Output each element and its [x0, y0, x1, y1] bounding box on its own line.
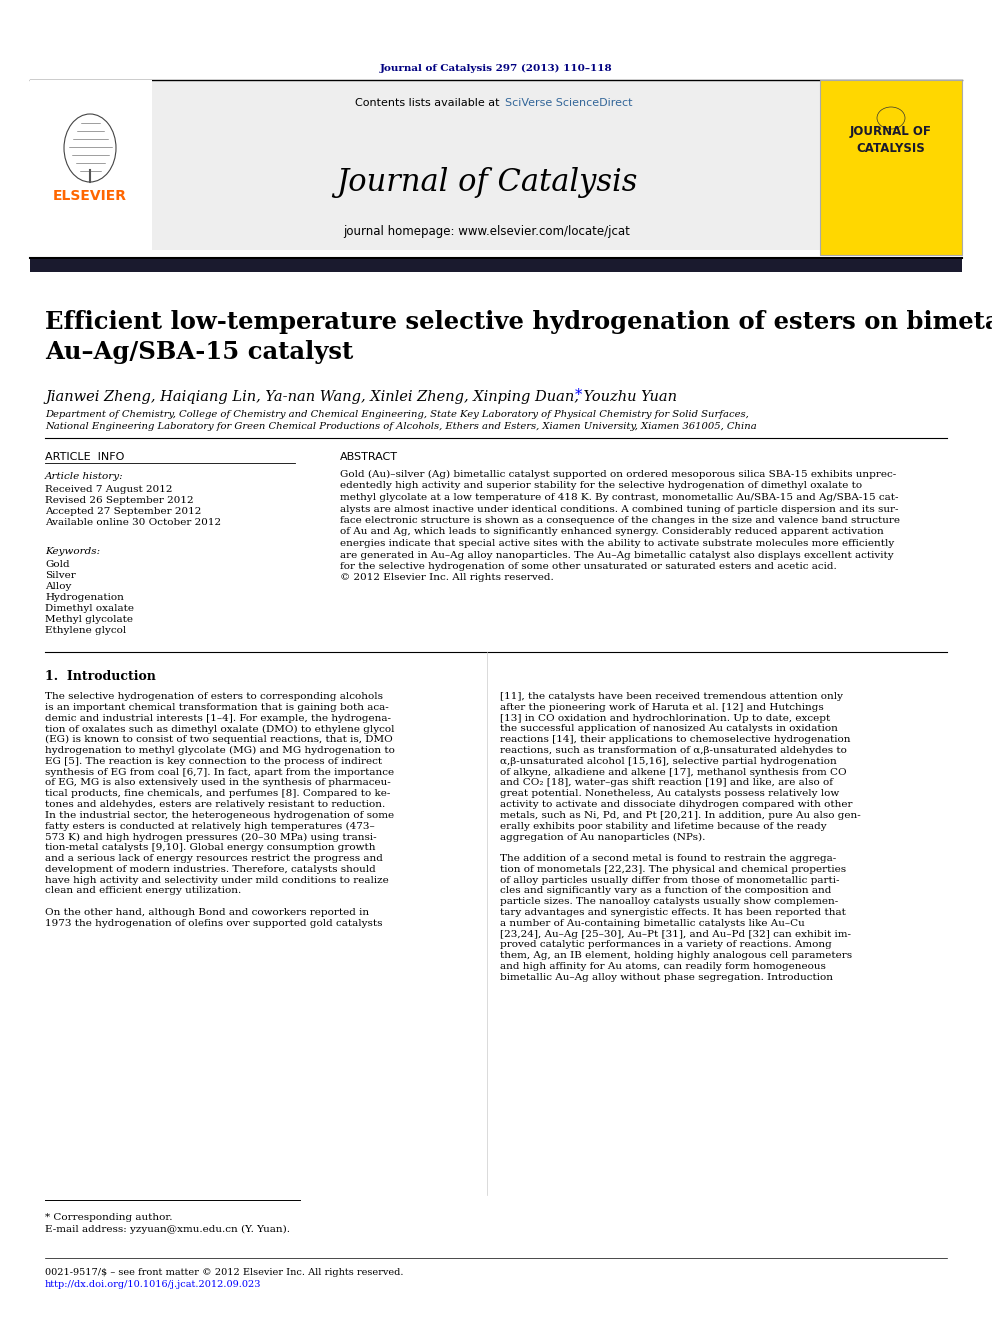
Text: 573 K) and high hydrogen pressures (20–30 MPa) using transi-: 573 K) and high hydrogen pressures (20–3…: [45, 832, 377, 841]
Text: Accepted 27 September 2012: Accepted 27 September 2012: [45, 507, 201, 516]
Text: ELSEVIER: ELSEVIER: [53, 189, 127, 202]
Text: of alkyne, alkadiene and alkene [17], methanol synthesis from CO: of alkyne, alkadiene and alkene [17], me…: [500, 767, 846, 777]
Text: Contents lists available at: Contents lists available at: [355, 98, 503, 108]
Text: Hydrogenation: Hydrogenation: [45, 593, 124, 602]
Text: The addition of a second metal is found to restrain the aggrega-: The addition of a second metal is found …: [500, 855, 836, 863]
Bar: [152, 79, 820, 250]
Text: development of modern industries. Therefore, catalysts should: development of modern industries. Theref…: [45, 865, 376, 873]
Text: and high affinity for Au atoms, can readily form homogeneous: and high affinity for Au atoms, can read…: [500, 962, 826, 971]
Text: particle sizes. The nanoalloy catalysts usually show complemen-: particle sizes. The nanoalloy catalysts …: [500, 897, 838, 906]
Text: the successful application of nanosized Au catalysts in oxidation: the successful application of nanosized …: [500, 725, 838, 733]
Text: proved catalytic performances in a variety of reactions. Among: proved catalytic performances in a varie…: [500, 941, 831, 950]
Text: α,β-unsaturated alcohol [15,16], selective partial hydrogenation: α,β-unsaturated alcohol [15,16], selecti…: [500, 757, 836, 766]
Text: synthesis of EG from coal [6,7]. In fact, apart from the importance: synthesis of EG from coal [6,7]. In fact…: [45, 767, 394, 777]
Text: Gold: Gold: [45, 560, 69, 569]
Text: Article history:: Article history:: [45, 472, 124, 482]
Text: Silver: Silver: [45, 572, 75, 579]
Text: [23,24], Au–Ag [25–30], Au–Pt [31], and Au–Pd [32] can exhibit im-: [23,24], Au–Ag [25–30], Au–Pt [31], and …: [500, 930, 851, 938]
Text: bimetallic Au–Ag alloy without phase segregation. Introduction: bimetallic Au–Ag alloy without phase seg…: [500, 972, 833, 982]
Text: (EG) is known to consist of two sequential reactions, that is, DMO: (EG) is known to consist of two sequenti…: [45, 736, 393, 745]
Text: metals, such as Ni, Pd, and Pt [20,21]. In addition, pure Au also gen-: metals, such as Ni, Pd, and Pt [20,21]. …: [500, 811, 861, 820]
Text: E-mail address: yzyuan@xmu.edu.cn (Y. Yuan).: E-mail address: yzyuan@xmu.edu.cn (Y. Yu…: [45, 1225, 290, 1234]
Text: Department of Chemistry, College of Chemistry and Chemical Engineering, State Ke: Department of Chemistry, College of Chem…: [45, 410, 749, 419]
Text: 0021-9517/$ – see front matter © 2012 Elsevier Inc. All rights reserved.: 0021-9517/$ – see front matter © 2012 El…: [45, 1267, 404, 1277]
Text: tones and aldehydes, esters are relatively resistant to reduction.: tones and aldehydes, esters are relative…: [45, 800, 385, 808]
Text: tical products, fine chemicals, and perfumes [8]. Compared to ke-: tical products, fine chemicals, and perf…: [45, 790, 391, 798]
Bar: [820, 79, 962, 255]
Text: Journal of Catalysis: Journal of Catalysis: [336, 167, 638, 197]
Text: ABSTRACT: ABSTRACT: [340, 452, 398, 462]
Text: Jianwei Zheng, Haiqiang Lin, Ya-nan Wang, Xinlei Zheng, Xinping Duan, Youzhu Yua: Jianwei Zheng, Haiqiang Lin, Ya-nan Wang…: [45, 390, 677, 404]
Text: have high activity and selectivity under mild conditions to realize: have high activity and selectivity under…: [45, 876, 389, 885]
Text: cles and significantly vary as a function of the composition and: cles and significantly vary as a functio…: [500, 886, 831, 896]
Bar: [30, 79, 152, 250]
Text: are generated in Au–Ag alloy nanoparticles. The Au–Ag bimetallic catalyst also d: are generated in Au–Ag alloy nanoparticl…: [340, 550, 894, 560]
Text: The selective hydrogenation of esters to corresponding alcohols: The selective hydrogenation of esters to…: [45, 692, 383, 701]
Text: tion-metal catalysts [9,10]. Global energy consumption growth: tion-metal catalysts [9,10]. Global ener…: [45, 843, 376, 852]
Text: Available online 30 October 2012: Available online 30 October 2012: [45, 519, 221, 527]
Text: tary advantages and synergistic effects. It has been reported that: tary advantages and synergistic effects.…: [500, 908, 846, 917]
Text: Revised 26 September 2012: Revised 26 September 2012: [45, 496, 193, 505]
Text: 1973 the hydrogenation of olefins over supported gold catalysts: 1973 the hydrogenation of olefins over s…: [45, 918, 383, 927]
Text: edentedly high activity and superior stability for the selective hydrogenation o: edentedly high activity and superior sta…: [340, 482, 862, 491]
Text: On the other hand, although Bond and coworkers reported in: On the other hand, although Bond and cow…: [45, 908, 369, 917]
Text: Dimethyl oxalate: Dimethyl oxalate: [45, 605, 134, 613]
Bar: [30, 259, 962, 273]
Text: alysts are almost inactive under identical conditions. A combined tuning of part: alysts are almost inactive under identic…: [340, 504, 899, 513]
Text: of EG, MG is also extensively used in the synthesis of pharmaceu-: of EG, MG is also extensively used in th…: [45, 778, 391, 787]
Text: tion of monometals [22,23]. The physical and chemical properties: tion of monometals [22,23]. The physical…: [500, 865, 846, 873]
Text: 1.  Introduction: 1. Introduction: [45, 669, 156, 683]
Text: Ethylene glycol: Ethylene glycol: [45, 626, 126, 635]
Text: and CO₂ [18], water–gas shift reaction [19] and like, are also of: and CO₂ [18], water–gas shift reaction […: [500, 778, 833, 787]
Text: fatty esters is conducted at relatively high temperatures (473–: fatty esters is conducted at relatively …: [45, 822, 375, 831]
Text: reactions [14], their applications to chemoselective hydrogenation: reactions [14], their applications to ch…: [500, 736, 850, 745]
Text: *: *: [575, 388, 582, 402]
Text: © 2012 Elsevier Inc. All rights reserved.: © 2012 Elsevier Inc. All rights reserved…: [340, 573, 554, 582]
Text: EG [5]. The reaction is key connection to the process of indirect: EG [5]. The reaction is key connection t…: [45, 757, 382, 766]
Text: Keywords:: Keywords:: [45, 546, 100, 556]
Text: after the pioneering work of Haruta et al. [12] and Hutchings: after the pioneering work of Haruta et a…: [500, 703, 823, 712]
Text: hydrogenation to methyl glycolate (MG) and MG hydrogenation to: hydrogenation to methyl glycolate (MG) a…: [45, 746, 395, 755]
Text: Alloy: Alloy: [45, 582, 71, 591]
Text: activity to activate and dissociate dihydrogen compared with other: activity to activate and dissociate dihy…: [500, 800, 852, 808]
Text: energies indicate that special active sites with the ability to activate substra: energies indicate that special active si…: [340, 538, 894, 548]
Text: aggregation of Au nanoparticles (NPs).: aggregation of Au nanoparticles (NPs).: [500, 832, 705, 841]
Text: erally exhibits poor stability and lifetime because of the ready: erally exhibits poor stability and lifet…: [500, 822, 826, 831]
Text: methyl glycolate at a low temperature of 418 K. By contrast, monometallic Au/SBA: methyl glycolate at a low temperature of…: [340, 493, 899, 501]
Text: is an important chemical transformation that is gaining both aca-: is an important chemical transformation …: [45, 703, 389, 712]
Text: Gold (Au)–silver (Ag) bimetallic catalyst supported on ordered mesoporous silica: Gold (Au)–silver (Ag) bimetallic catalys…: [340, 470, 896, 479]
Text: for the selective hydrogenation of some other unsaturated or saturated esters an: for the selective hydrogenation of some …: [340, 562, 836, 572]
Text: clean and efficient energy utilization.: clean and efficient energy utilization.: [45, 886, 241, 896]
Text: of alloy particles usually differ from those of monometallic parti-: of alloy particles usually differ from t…: [500, 876, 839, 885]
Text: Efficient low-temperature selective hydrogenation of esters on bimetallic
Au–Ag/: Efficient low-temperature selective hydr…: [45, 310, 992, 364]
Text: Journal of Catalysis 297 (2013) 110–118: Journal of Catalysis 297 (2013) 110–118: [380, 64, 612, 73]
Text: * Corresponding author.: * Corresponding author.: [45, 1213, 173, 1222]
Text: of Au and Ag, which leads to significantly enhanced synergy. Considerably reduce: of Au and Ag, which leads to significant…: [340, 528, 884, 537]
Text: http://dx.doi.org/10.1016/j.jcat.2012.09.023: http://dx.doi.org/10.1016/j.jcat.2012.09…: [45, 1279, 262, 1289]
Text: journal homepage: www.elsevier.com/locate/jcat: journal homepage: www.elsevier.com/locat…: [343, 225, 631, 238]
Text: reactions, such as transformation of α,β-unsaturated aldehydes to: reactions, such as transformation of α,β…: [500, 746, 847, 755]
Text: ARTICLE  INFO: ARTICLE INFO: [45, 452, 124, 462]
Text: and a serious lack of energy resources restrict the progress and: and a serious lack of energy resources r…: [45, 855, 383, 863]
Text: In the industrial sector, the heterogeneous hydrogenation of some: In the industrial sector, the heterogene…: [45, 811, 394, 820]
Text: Methyl glycolate: Methyl glycolate: [45, 615, 133, 624]
Text: face electronic structure is shown as a consequence of the changes in the size a: face electronic structure is shown as a …: [340, 516, 900, 525]
Text: them, Ag, an IB element, holding highly analogous cell parameters: them, Ag, an IB element, holding highly …: [500, 951, 852, 960]
Text: National Engineering Laboratory for Green Chemical Productions of Alcohols, Ethe: National Engineering Laboratory for Gree…: [45, 422, 757, 431]
Text: JOURNAL OF
CATALYSIS: JOURNAL OF CATALYSIS: [850, 126, 931, 155]
Text: demic and industrial interests [1–4]. For example, the hydrogena-: demic and industrial interests [1–4]. Fo…: [45, 713, 391, 722]
Text: Received 7 August 2012: Received 7 August 2012: [45, 486, 173, 493]
Text: [13] in CO oxidation and hydrochlorination. Up to date, except: [13] in CO oxidation and hydrochlorinati…: [500, 713, 830, 722]
Text: SciVerse ScienceDirect: SciVerse ScienceDirect: [505, 98, 633, 108]
Text: [11], the catalysts have been received tremendous attention only: [11], the catalysts have been received t…: [500, 692, 843, 701]
Text: a number of Au-containing bimetallic catalysts like Au–Cu: a number of Au-containing bimetallic cat…: [500, 918, 805, 927]
Text: great potential. Nonetheless, Au catalysts possess relatively low: great potential. Nonetheless, Au catalys…: [500, 790, 839, 798]
Text: tion of oxalates such as dimethyl oxalate (DMO) to ethylene glycol: tion of oxalates such as dimethyl oxalat…: [45, 725, 395, 733]
